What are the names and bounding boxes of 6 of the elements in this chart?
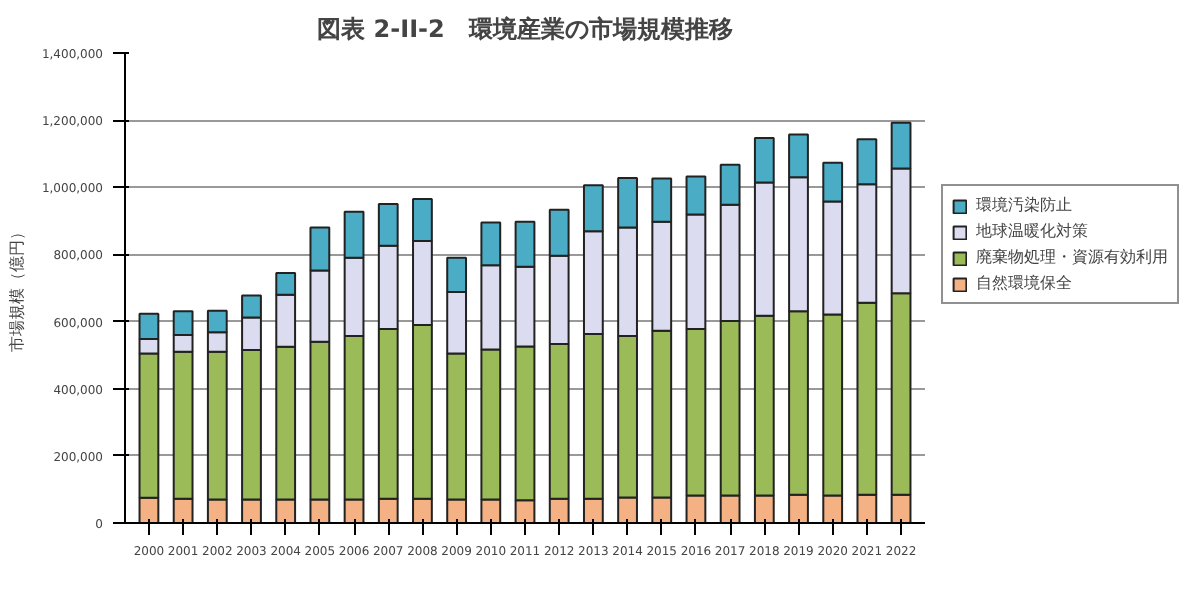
chart-title: 図表 2-II-2 環境産業の市場規模推移 [317, 15, 733, 43]
legend-label: 廃棄物処理・資源有効利用 [976, 246, 1168, 269]
legend-label: 自然環境保全 [976, 272, 1072, 295]
legend-label: 地球温暖化対策 [976, 220, 1088, 243]
y-axis-title: 市場規模（億円） [7, 224, 26, 352]
legend-label: 環境汚染防止 [976, 194, 1072, 217]
